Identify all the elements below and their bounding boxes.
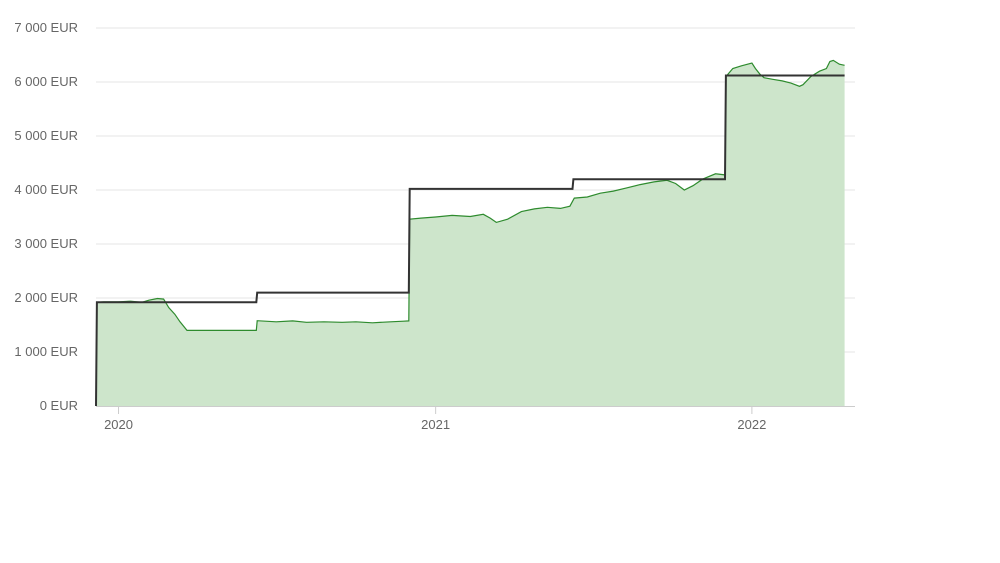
y-tick-label: 2 000 EUR bbox=[14, 290, 78, 305]
x-axis-ticks: 2020 2021 2022 bbox=[104, 406, 766, 432]
y-tick-label: 6 000 EUR bbox=[14, 74, 78, 89]
y-axis-tick-labels: 0 EUR 1 000 EUR 2 000 EUR 3 000 EUR 4 000 EU… bbox=[14, 20, 78, 413]
y-tick-label: 7 000 EUR bbox=[14, 20, 78, 35]
y-tick-label: 4 000 EUR bbox=[14, 182, 78, 197]
invested-amount-line bbox=[95, 74, 845, 407]
x-tick-label: 2021 bbox=[421, 417, 450, 432]
y-tick-label: 1 000 EUR bbox=[14, 344, 78, 359]
x-tick-label: 2020 bbox=[104, 417, 133, 432]
portfolio-area bbox=[96, 60, 845, 407]
portfolio-value-line bbox=[95, 59, 845, 407]
y-tick-label: 3 000 EUR bbox=[14, 236, 78, 251]
y-tick-label: 5 000 EUR bbox=[14, 128, 78, 143]
y-tick-label: 0 EUR bbox=[40, 398, 78, 413]
series bbox=[95, 59, 845, 407]
x-tick-label: 2022 bbox=[737, 417, 766, 432]
